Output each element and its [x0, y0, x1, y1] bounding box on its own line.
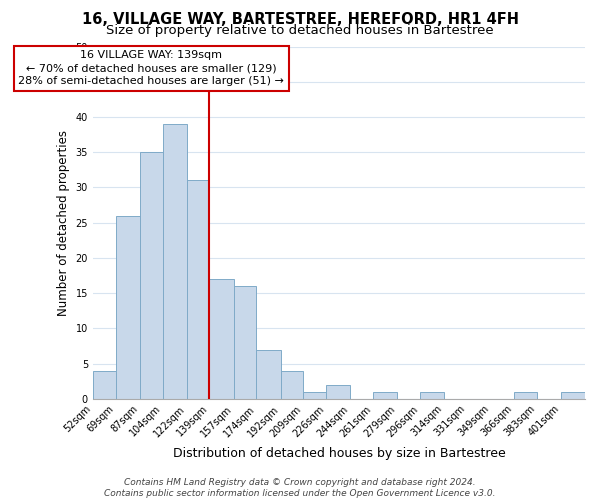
Bar: [233, 286, 256, 399]
Bar: [281, 370, 304, 399]
Bar: [187, 180, 209, 399]
Y-axis label: Number of detached properties: Number of detached properties: [57, 130, 70, 316]
X-axis label: Distribution of detached houses by size in Bartestree: Distribution of detached houses by size …: [173, 447, 505, 460]
Bar: [561, 392, 585, 399]
Bar: [420, 392, 444, 399]
Bar: [373, 392, 397, 399]
Bar: [116, 216, 140, 399]
Bar: [304, 392, 326, 399]
Bar: [93, 370, 116, 399]
Bar: [326, 385, 350, 399]
Bar: [209, 279, 233, 399]
Text: 16, VILLAGE WAY, BARTESTREE, HEREFORD, HR1 4FH: 16, VILLAGE WAY, BARTESTREE, HEREFORD, H…: [82, 12, 518, 28]
Bar: [256, 350, 281, 399]
Text: Contains HM Land Registry data © Crown copyright and database right 2024.
Contai: Contains HM Land Registry data © Crown c…: [104, 478, 496, 498]
Bar: [140, 152, 163, 399]
Bar: [514, 392, 537, 399]
Bar: [163, 124, 187, 399]
Text: Size of property relative to detached houses in Bartestree: Size of property relative to detached ho…: [106, 24, 494, 37]
Text: 16 VILLAGE WAY: 139sqm
← 70% of detached houses are smaller (129)
28% of semi-de: 16 VILLAGE WAY: 139sqm ← 70% of detached…: [18, 50, 284, 86]
